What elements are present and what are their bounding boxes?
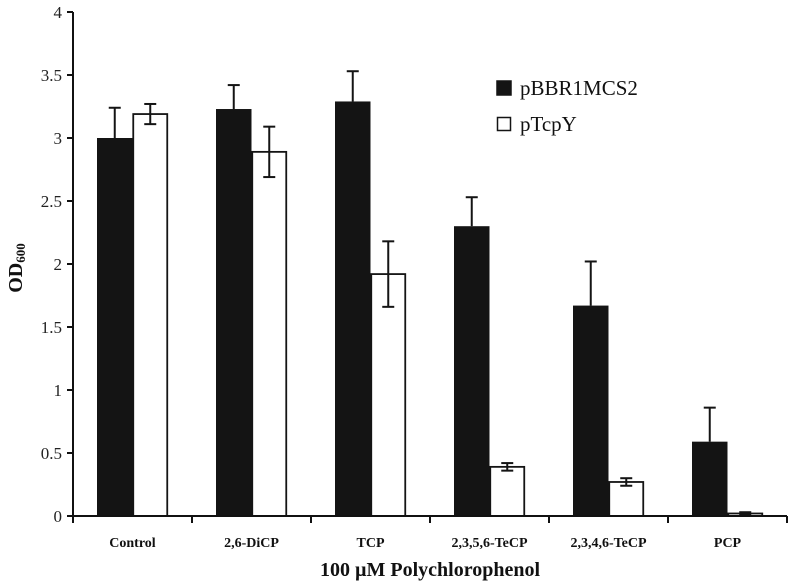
bar-ptcpy (370, 273, 407, 517)
x-category-label: PCP (714, 536, 742, 551)
bars-layer (97, 70, 764, 517)
y-tick-label: 4 (54, 3, 63, 22)
x-category-label: TCP (357, 536, 385, 551)
y-tick-label: 2.5 (41, 192, 62, 211)
legend: pBBR1MCS2 pTcpY (496, 76, 638, 136)
x-category-label: 2,3,5,6-TeCP (451, 536, 528, 551)
bar-pbbr1mcs2 (335, 101, 371, 517)
bar-pbbr1mcs2 (454, 226, 490, 516)
y-axis-title-subscript: 600 (13, 243, 28, 263)
x-axis-title: 100 µM Polychlorophenol (320, 559, 540, 581)
y-axis: 0 0.5 1 1.5 2 2.5 3 3.5 4 (41, 3, 74, 526)
bar-pbbr1mcs2 (97, 138, 133, 516)
x-category-label: Control (109, 536, 156, 551)
x-category-label: 2,3,4,6-TeCP (570, 536, 647, 551)
y-tick-label: 0.5 (41, 444, 62, 463)
legend-swatch-pbbr1mcs2 (496, 80, 512, 96)
y-tick-label: 0 (54, 507, 63, 526)
y-tick-label: 2 (54, 255, 63, 274)
bar-pbbr1mcs2 (692, 441, 728, 516)
bar-ptcpy (608, 481, 645, 517)
y-tick-label: 3.5 (41, 66, 62, 85)
x-category-label: 2,6-DiCP (224, 536, 279, 551)
y-tick-label: 3 (54, 129, 63, 148)
bar-ptcpy (489, 465, 526, 517)
y-axis-title: OD600 (5, 243, 28, 293)
y-tick-label: 1.5 (41, 318, 62, 337)
bar-pbbr1mcs2 (573, 305, 609, 516)
legend-label-ptcpy: pTcpY (520, 112, 577, 136)
bar-ptcpy (251, 150, 288, 517)
bar-ptcpy (132, 113, 169, 517)
x-axis: Control 2,6-DiCP TCP 2,3,5,6-TeCP 2,3,4,6-Te… (72, 515, 788, 551)
legend-label-pbbr1mcs2: pBBR1MCS2 (520, 76, 638, 100)
legend-swatch-ptcpy (496, 116, 512, 132)
y-tick-label: 1 (54, 381, 63, 400)
bar-pbbr1mcs2 (216, 109, 252, 517)
